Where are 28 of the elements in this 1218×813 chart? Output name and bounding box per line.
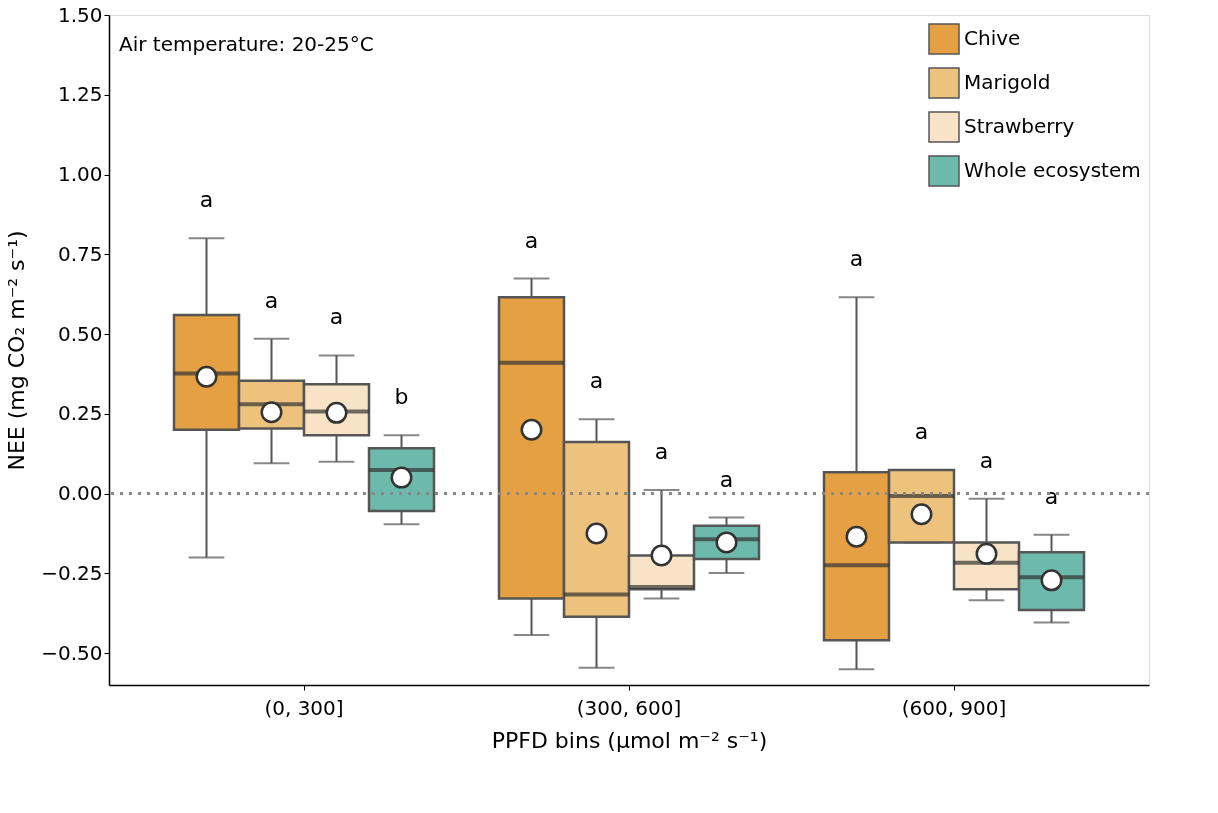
legend-label: Whole ecosystem bbox=[964, 158, 1141, 182]
text: a bbox=[849, 246, 864, 272]
legend-label: Strawberry bbox=[964, 114, 1075, 138]
text: b bbox=[394, 384, 409, 410]
y-tick-label: 1.25 bbox=[57, 82, 103, 107]
x-tick-label: (0, 300] bbox=[264, 695, 344, 720]
annotation: Air temperature: 20-25°C bbox=[119, 32, 374, 56]
y-tick-label: 0.25 bbox=[57, 401, 103, 426]
x-tick-label: (300, 600] bbox=[576, 695, 682, 720]
text: a bbox=[264, 287, 279, 313]
legend-label: Chive bbox=[964, 26, 1021, 50]
text: a bbox=[719, 466, 734, 492]
text: a bbox=[329, 304, 344, 330]
y-tick-label: 0.00 bbox=[57, 481, 103, 506]
y-tick-label: −0.50 bbox=[41, 640, 103, 665]
text: a bbox=[524, 227, 539, 253]
x-axis-title: PPFD bins (µmol m⁻² s⁻¹) bbox=[491, 727, 768, 753]
y-tick-label: 1.00 bbox=[57, 162, 103, 187]
text: a bbox=[199, 187, 214, 213]
y-tick-label: 0.50 bbox=[57, 321, 103, 346]
y-tick-label: −0.25 bbox=[41, 560, 103, 585]
y-axis-title: NEE (mg CO₂ m⁻² s⁻¹) bbox=[4, 230, 30, 471]
text: a bbox=[914, 418, 929, 444]
text: a bbox=[979, 447, 994, 473]
x-tick-label: (600, 900] bbox=[901, 695, 1007, 720]
legend-label: Marigold bbox=[964, 70, 1051, 94]
y-tick-label: 0.75 bbox=[57, 241, 103, 266]
y-tick-label: 1.50 bbox=[57, 2, 103, 27]
